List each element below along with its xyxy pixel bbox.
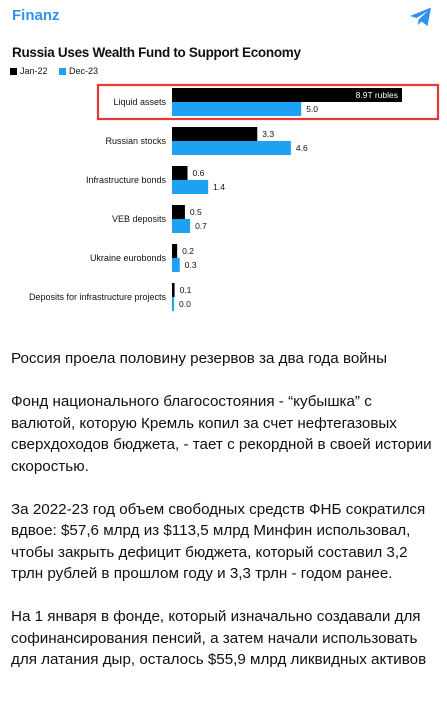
- legend-swatch-jan-22: [10, 68, 17, 75]
- bar-jan-22-deposits-for-infrastructure-projects: [172, 283, 175, 297]
- data-label-jan-22-deposits-for-infrastructure-projects: 0.1: [180, 285, 192, 295]
- channel-header: Finanz: [0, 0, 447, 34]
- post-paragraph-3: На 1 января в фонде, который изначально …: [11, 608, 427, 668]
- data-label-dec-23-ukraine-eurobonds: 0.3: [185, 260, 197, 270]
- bar-dec-23-liquid-assets: [172, 102, 302, 116]
- data-label-dec-23-veb-deposits: 0.7: [195, 221, 207, 231]
- post-paragraph-2: За 2022-23 год объем свободных средств Ф…: [11, 500, 426, 583]
- bar-dec-23-veb-deposits: [172, 219, 191, 233]
- data-label-dec-23-russian-stocks: 4.6: [296, 143, 308, 153]
- post-body: Россия проела половину резервов за два г…: [11, 348, 436, 692]
- category-label-liquid-assets: Liquid assets: [113, 97, 166, 107]
- bar-jan-22-veb-deposits: [172, 205, 185, 219]
- data-label-dec-23-infrastructure-bonds: 1.4: [213, 182, 225, 192]
- category-label-ukraine-eurobonds: Ukraine eurobonds: [90, 253, 167, 263]
- category-label-deposits-for-infrastructure-projects: Deposits for infrastructure projects: [29, 292, 167, 302]
- category-label-russian-stocks: Russian stocks: [105, 136, 166, 146]
- legend-item-jan-22: Jan-22: [10, 66, 48, 76]
- chart-title: Russia Uses Wealth Fund to Support Econo…: [12, 45, 301, 60]
- bar-dec-23-infrastructure-bonds: [172, 180, 209, 194]
- data-label-dec-23-liquid-assets: 5.0: [306, 104, 318, 114]
- legend-label-jan-22: Jan-22: [20, 66, 48, 76]
- data-label-jan-22-infrastructure-bonds: 0.6: [193, 168, 205, 178]
- data-label-jan-22-russian-stocks: 3.3: [262, 129, 274, 139]
- bar-dec-23-deposits-for-infrastructure-projects: [172, 297, 174, 311]
- category-label-veb-deposits: VEB deposits: [112, 214, 167, 224]
- data-label-dec-23-deposits-for-infrastructure-projects: 0.0: [179, 299, 191, 309]
- bar-dec-23-ukraine-eurobonds: [172, 258, 180, 272]
- legend-label-dec-23: Dec-23: [69, 66, 99, 76]
- post-headline: Россия проела половину резервов за два г…: [11, 350, 388, 367]
- legend-swatch-dec-23: [59, 68, 66, 75]
- bar-jan-22-russian-stocks: [172, 127, 258, 141]
- channel-name[interactable]: Finanz: [12, 7, 60, 24]
- data-label-jan-22-veb-deposits: 0.5: [190, 207, 202, 217]
- data-label-jan-22-liquid-assets: 8.9T rubles: [356, 90, 398, 100]
- highlight-box: [96, 83, 440, 121]
- bar-jan-22-ukraine-eurobonds: [172, 244, 178, 258]
- bar-dec-23-russian-stocks: [172, 141, 291, 155]
- bar-jan-22-liquid-assets: [172, 88, 402, 102]
- bar-jan-22-infrastructure-bonds: [172, 166, 188, 180]
- telegram-icon[interactable]: [409, 6, 433, 28]
- post-paragraph-1: Фонд национального благосостояния - “куб…: [11, 393, 432, 475]
- bar-chart: Liquid assets 8.9T rubles 5.0 Russian stock…: [29, 83, 440, 311]
- legend-item-dec-23: Dec-23: [59, 66, 98, 76]
- category-label-infrastructure-bonds: Infrastructure bonds: [86, 175, 167, 185]
- data-label-jan-22-ukraine-eurobonds: 0.2: [182, 246, 194, 256]
